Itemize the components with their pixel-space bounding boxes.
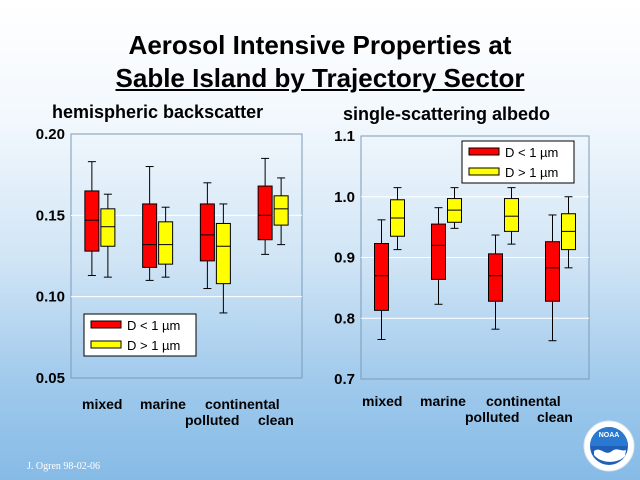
box-fine — [84, 190, 100, 252]
y-tick-label: 1.1 — [334, 128, 355, 145]
box-coarse — [504, 198, 519, 232]
legend-label: D > 1 µm — [127, 338, 180, 353]
x-category-label: polluted — [465, 409, 519, 425]
legend-swatch — [468, 147, 500, 156]
legend-label: D < 1 µm — [127, 318, 180, 333]
y-tick-label: 1.0 — [334, 189, 355, 206]
x-category-label: mixed — [362, 393, 402, 409]
x-category-label: continental — [205, 396, 280, 412]
x-category-label: continental — [486, 393, 561, 409]
page-title-line-2: Sable Island by Trajectory Sector — [115, 63, 525, 93]
right-chart-title: single-scattering albedo — [343, 104, 551, 124]
box-fine — [257, 185, 273, 241]
x-category-label: marine — [420, 393, 466, 409]
x-category-label: clean — [258, 412, 294, 428]
legend-label: D > 1 µm — [505, 165, 558, 180]
noaa-logo: NOAA — [583, 420, 635, 472]
plot-frame — [70, 133, 303, 379]
box-coarse — [273, 195, 289, 226]
box-fine — [545, 241, 560, 302]
y-tick-label: 0.10 — [36, 289, 65, 306]
left-chart-title: hemispheric backscatter — [52, 102, 264, 122]
legend-label: D < 1 µm — [505, 145, 558, 160]
x-category-label: marine — [140, 396, 186, 412]
box-fine — [488, 253, 503, 302]
y-tick-label: 0.20 — [36, 126, 65, 143]
box-coarse — [100, 208, 116, 247]
author-credit: J. Ogren 98-02-06 — [27, 461, 101, 472]
y-tick-label: 0.05 — [36, 370, 65, 387]
box-fine — [142, 203, 158, 268]
box-fine — [374, 243, 389, 311]
legend-swatch — [90, 320, 122, 329]
logo-text: NOAA — [599, 432, 620, 439]
x-category-label: mixed — [82, 396, 122, 412]
x-category-label: polluted — [185, 412, 239, 428]
box-fine — [431, 223, 446, 280]
box-coarse — [215, 222, 231, 285]
box-coarse — [158, 221, 174, 265]
y-tick-label: 0.7 — [334, 371, 355, 388]
y-tick-label: 0.8 — [334, 310, 355, 327]
page-title-line-1: Aerosol Intensive Properties at — [128, 30, 512, 60]
y-tick-label: 0.15 — [36, 207, 65, 224]
x-category-label: clean — [537, 409, 573, 425]
legend-swatch — [468, 167, 500, 176]
box-fine — [199, 203, 215, 262]
legend-swatch — [90, 340, 122, 349]
y-tick-label: 0.9 — [334, 250, 355, 267]
